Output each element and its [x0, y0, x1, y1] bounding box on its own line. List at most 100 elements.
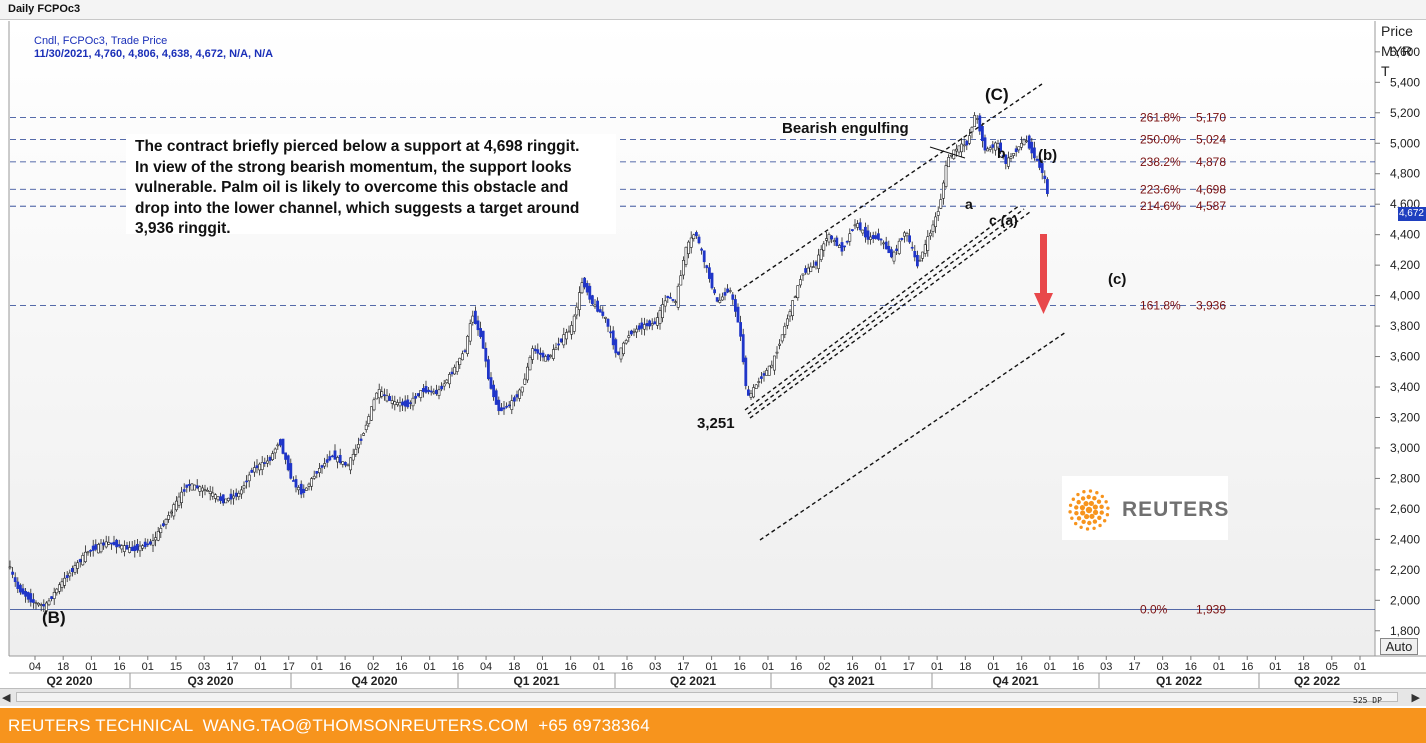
candle-body — [206, 490, 210, 492]
candle-body — [650, 323, 654, 326]
candle-body — [73, 565, 77, 573]
candle-body — [419, 390, 423, 398]
candle-body — [619, 347, 623, 360]
fib-value-3: 4,698 — [1196, 182, 1226, 196]
candle-body — [918, 259, 922, 262]
logo-dot — [1082, 489, 1086, 494]
reuters-dots-icon — [1068, 489, 1110, 531]
candle-body — [876, 233, 880, 240]
time-tick-label-29: 16 — [846, 661, 858, 673]
candle-body — [1040, 163, 1044, 173]
candle-body — [837, 245, 841, 249]
low-price-label: 3,251 — [697, 415, 735, 432]
time-tick-label-20: 01 — [593, 661, 605, 673]
candle-body — [63, 577, 67, 586]
price-tick-label-13: 4,400 — [1390, 228, 1420, 242]
candle-body — [89, 549, 93, 552]
candle-body — [538, 352, 542, 355]
candle-body — [564, 332, 568, 340]
candle-body — [375, 392, 379, 400]
candle-body — [954, 148, 958, 152]
candle-body — [385, 395, 389, 402]
candle-body — [674, 301, 678, 303]
candle-body — [330, 455, 334, 458]
candle-body — [653, 321, 657, 325]
candle-body — [1014, 148, 1018, 152]
candle-body — [811, 266, 815, 268]
candle-body — [44, 602, 48, 611]
candle-body — [988, 147, 992, 150]
candle-body — [276, 444, 280, 447]
candle-body — [458, 357, 462, 365]
candle-body — [523, 378, 527, 385]
candle-body — [741, 334, 745, 363]
time-tick-label-1: 18 — [57, 661, 69, 673]
price-chart[interactable]: 1,800 2,000 2,200 2,400 2,600 2,800 3,000 3,200… — [0, 0, 1426, 688]
candle-body — [499, 407, 503, 412]
candle-body — [559, 338, 563, 343]
candle-body — [681, 260, 685, 276]
candle-body — [240, 489, 243, 495]
candle-body — [362, 433, 366, 436]
candle-body — [450, 371, 454, 375]
candle-body — [882, 242, 886, 245]
scrollbar-thumb[interactable]: 525 DP — [16, 692, 1398, 705]
fib-percent-1: 250.0% — [1140, 133, 1181, 147]
candle-body — [265, 460, 269, 464]
candle-body — [850, 229, 854, 232]
candle-body — [403, 400, 407, 407]
candle-body — [853, 224, 857, 227]
logo-dot — [1073, 521, 1078, 526]
candle-body — [510, 400, 514, 410]
wave-label-c-paren: (c) — [1108, 271, 1126, 288]
analysis-line-4: drop into the lower channel, which sugge… — [135, 199, 580, 217]
candle-body — [783, 325, 787, 335]
candle-body — [687, 241, 691, 254]
time-tick-label-7: 17 — [226, 661, 238, 673]
logo-dot — [1081, 519, 1086, 525]
candle-body — [1001, 154, 1005, 157]
candle-body — [739, 322, 743, 337]
scroll-left-icon[interactable]: ◀ — [2, 692, 11, 704]
candle-body — [8, 566, 12, 569]
time-tick-label-40: 03 — [1157, 661, 1169, 673]
time-tick-label-36: 01 — [1044, 661, 1056, 673]
time-tick-label-30: 01 — [875, 661, 887, 673]
candle-body — [832, 240, 836, 242]
time-scrollbar[interactable]: ◀ 525 DP ▶ — [0, 688, 1426, 706]
candle-body — [879, 238, 883, 241]
time-tick-label-38: 03 — [1100, 661, 1112, 673]
price-tick-label-10: 3,800 — [1390, 319, 1420, 333]
candle-body — [343, 462, 347, 466]
candle-body — [94, 544, 98, 550]
logo-dot — [1105, 513, 1110, 517]
trend-channel-1 — [744, 204, 1021, 411]
analysis-line-5: 3,936 ringgit. — [135, 220, 231, 238]
fib-value-5: 3,936 — [1196, 298, 1226, 312]
candle-body — [809, 266, 813, 272]
candle-body — [772, 355, 776, 371]
candle-body — [570, 325, 574, 335]
candle-body — [440, 385, 444, 390]
candle-body — [172, 504, 176, 517]
candle-body — [359, 438, 363, 441]
candle-body — [328, 456, 332, 461]
candle-body — [312, 475, 316, 479]
scroll-right-icon[interactable]: ▶ — [1411, 692, 1420, 704]
candle-body — [895, 248, 899, 252]
auto-scale-button[interactable]: Auto — [1380, 638, 1418, 655]
candle-body — [585, 282, 589, 293]
price-tick-label-3: 2,400 — [1390, 532, 1420, 546]
candle-body — [892, 251, 896, 262]
candle-body — [733, 299, 737, 312]
candle-body — [325, 459, 329, 463]
bearish-engulfing-label: Bearish engulfing — [782, 120, 909, 137]
price-axis-label: Price — [1381, 23, 1413, 39]
candle-body — [421, 388, 425, 392]
candle-body — [460, 353, 464, 361]
logo-dot — [1068, 510, 1072, 514]
candle-body — [110, 542, 113, 545]
candle-body — [149, 541, 152, 545]
candle-body — [762, 373, 766, 376]
candle-body — [156, 531, 160, 541]
